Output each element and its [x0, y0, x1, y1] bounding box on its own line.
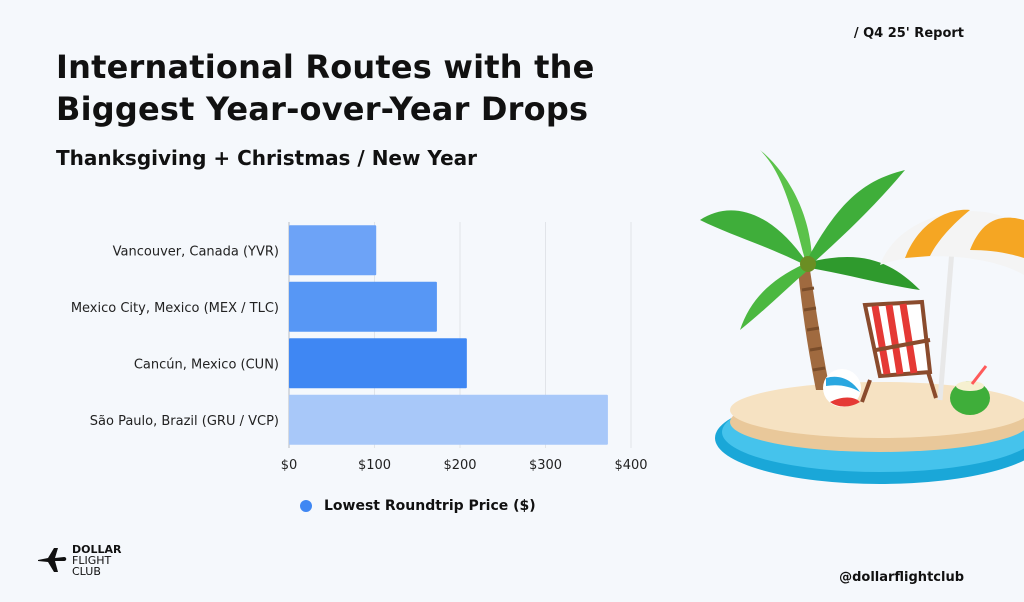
bar: [289, 394, 608, 445]
x-tick-label: $100: [358, 458, 391, 473]
category-label: Vancouver, Canada (YVR): [113, 244, 279, 259]
legend-label: Lowest Roundtrip Price ($): [324, 498, 536, 514]
x-tick-label: $0: [281, 458, 298, 473]
dollar-flight-club-logo: DOLLAR FLIGHT CLUB: [36, 544, 121, 577]
beach-island-icon: [700, 150, 1024, 484]
airplane-icon: [38, 547, 67, 572]
subtitle: Thanksgiving + Christmas / New Year: [56, 146, 478, 170]
title-line-2: Biggest Year-over-Year Drops: [56, 90, 589, 128]
title-line-1: International Routes with the: [56, 48, 595, 86]
category-label: Cancún, Mexico (CUN): [134, 357, 279, 372]
logo-line-2: FLIGHT: [72, 554, 112, 567]
social-handle: @dollarflightclub: [839, 570, 964, 585]
page-title: International Routes with the Biggest Ye…: [56, 46, 676, 130]
x-tick-label: $200: [443, 458, 476, 473]
logo-line-1: DOLLAR: [72, 543, 122, 556]
category-label: Mexico City, Mexico (MEX / TLC): [71, 301, 279, 316]
logo-line-3: CLUB: [72, 565, 101, 578]
bar: [289, 225, 377, 276]
bar: [289, 281, 437, 332]
x-tick-label: $300: [529, 458, 562, 473]
x-tick-label: $400: [614, 458, 647, 473]
chart-legend: Lowest Roundtrip Price ($): [300, 498, 536, 514]
category-label: São Paulo, Brazil (GRU / VCP): [90, 414, 279, 429]
bar: [289, 338, 467, 389]
report-tag: / Q4 25' Report: [853, 26, 964, 41]
legend-marker: [300, 500, 312, 512]
